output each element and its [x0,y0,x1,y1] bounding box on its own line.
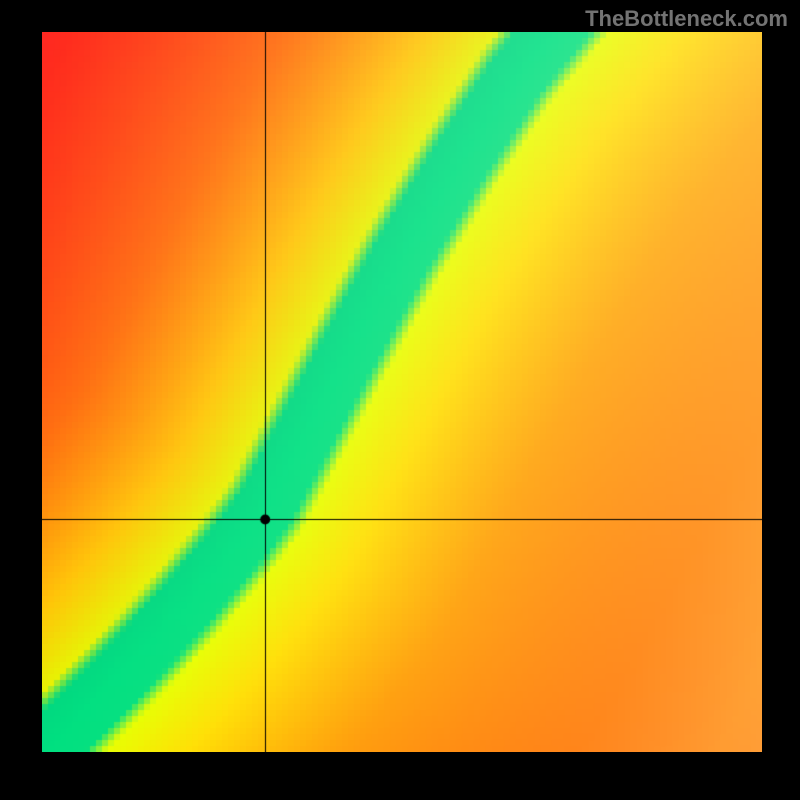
watermark-text: TheBottleneck.com [585,6,788,32]
heatmap-plot [42,32,762,752]
heatmap-canvas [42,32,762,752]
chart-container: TheBottleneck.com [0,0,800,800]
